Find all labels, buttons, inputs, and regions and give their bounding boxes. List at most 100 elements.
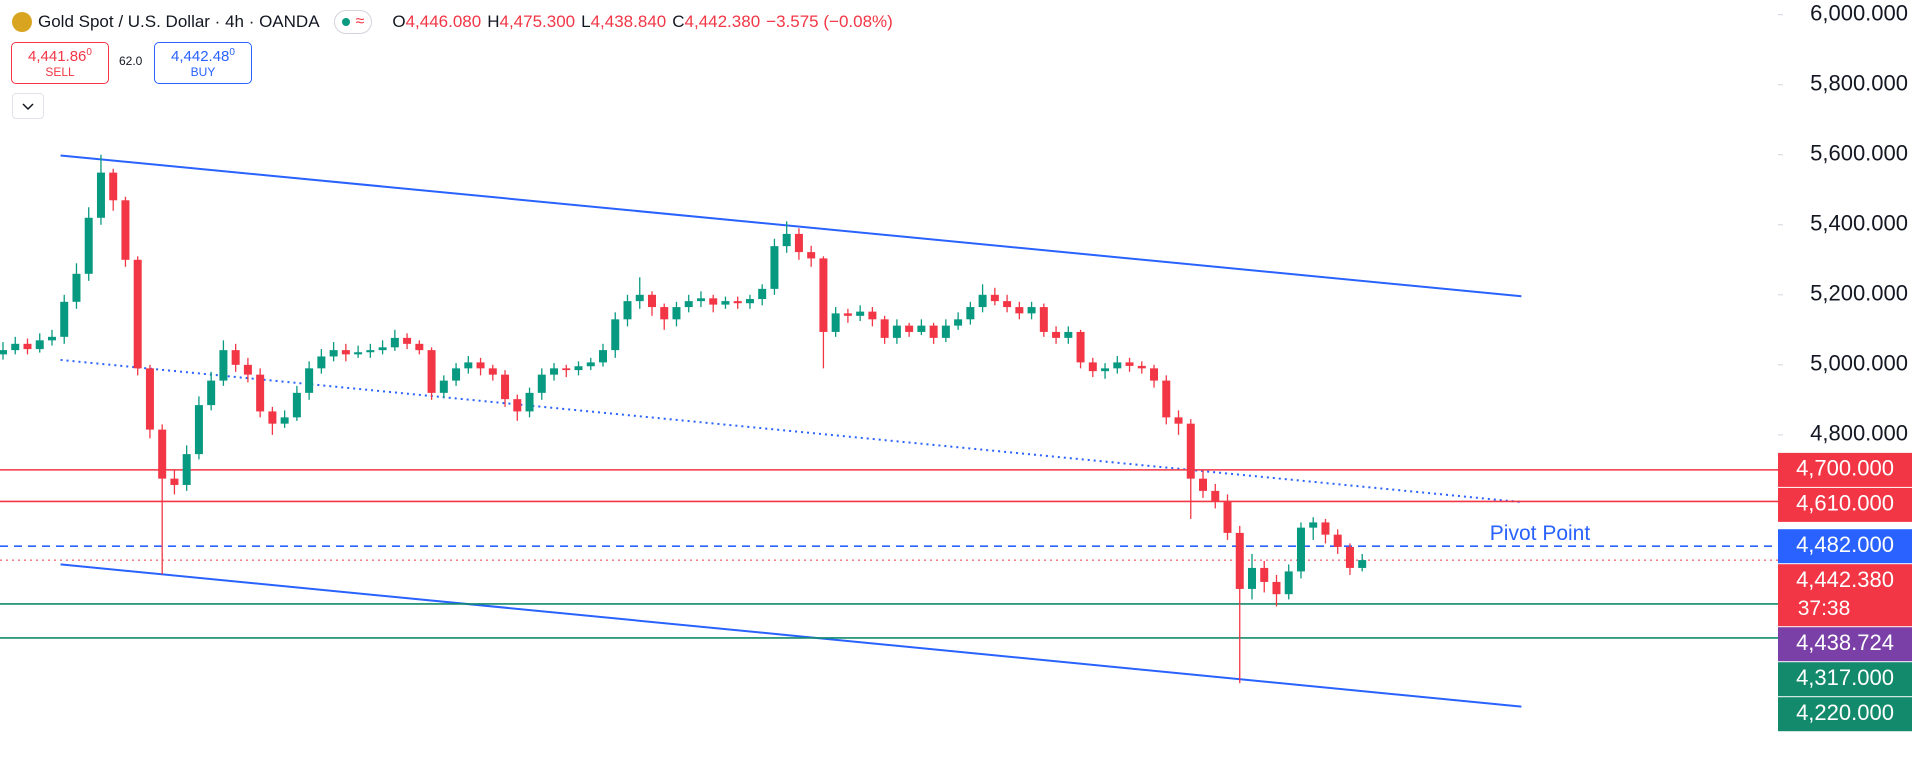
status-pill[interactable]: ≈	[333, 10, 373, 34]
candle-body	[121, 200, 130, 260]
candle-body	[905, 325, 914, 332]
candle-body	[145, 368, 154, 430]
market-open-dot	[341, 18, 350, 26]
candle-body	[317, 356, 326, 369]
candle-body	[280, 417, 289, 424]
ohlc-values: O4,446.080 H4,475.300 L4,438.840 C4,442.380	[386, 12, 760, 32]
candle-body	[194, 405, 203, 455]
candle-body	[660, 307, 669, 320]
candle-body	[770, 246, 779, 289]
candle-body	[133, 259, 142, 369]
trendline	[60, 563, 1522, 708]
candle-body	[403, 337, 412, 344]
candle-body	[1186, 423, 1195, 479]
symbol-title[interactable]: Gold Spot / U.S. Dollar · 4h · OANDA	[38, 12, 320, 31]
candle-body	[758, 288, 767, 300]
candle-body	[1101, 368, 1110, 372]
candle-body	[647, 294, 656, 308]
candle-body	[1272, 581, 1281, 595]
candle-body	[586, 362, 595, 367]
candle-body	[1284, 571, 1293, 595]
candle-body	[966, 307, 975, 320]
candle-body	[84, 217, 93, 274]
candle-body	[696, 298, 705, 302]
candle-body	[611, 319, 620, 351]
ohlc-key: L	[581, 12, 591, 31]
candle-body	[1235, 532, 1244, 589]
y-tick-label: 4,800.000	[1810, 421, 1908, 446]
candle-body	[219, 350, 228, 381]
candle-body	[378, 347, 387, 351]
candle-body	[109, 172, 118, 201]
ohlc-value: 4,438.840	[590, 12, 667, 31]
candle-body	[917, 325, 926, 332]
candle-body	[831, 313, 840, 332]
candle-body	[1137, 365, 1146, 369]
candle-body	[819, 258, 828, 332]
collapse-toggle[interactable]	[12, 93, 44, 119]
candle-body	[537, 374, 546, 393]
candle-body	[1309, 522, 1318, 528]
candle-body	[1260, 567, 1269, 582]
candle-body	[1321, 522, 1330, 535]
candle-body	[1358, 560, 1367, 568]
candle-body	[243, 364, 252, 375]
candle-body	[721, 301, 730, 305]
candle-body	[488, 368, 497, 375]
candle-body	[745, 299, 754, 304]
buy-price-digit: 0	[229, 47, 235, 58]
price-label: 4,438.724	[1796, 630, 1894, 655]
candle-body	[11, 343, 20, 351]
candle-body	[525, 392, 534, 412]
price-label: 4,220.000	[1796, 700, 1894, 725]
candle-body	[1003, 301, 1012, 308]
candle-body	[1088, 362, 1097, 372]
buy-button[interactable]: 4,442.480 BUY	[154, 42, 252, 84]
candle-body	[892, 325, 901, 338]
candle-body	[1064, 331, 1073, 338]
price-label: 4,317.000	[1796, 665, 1894, 690]
price-label-box	[1778, 627, 1912, 662]
candle-body	[843, 313, 852, 316]
candle-body	[341, 350, 350, 355]
candle-body	[1211, 490, 1220, 502]
candle-body	[1015, 307, 1024, 314]
sell-price-digit: 0	[86, 47, 92, 58]
candle-body	[268, 411, 277, 424]
spread: 62.0	[119, 54, 143, 68]
symbol-header: Gold Spot / U.S. Dollar · 4h · OANDA ≈ O…	[12, 10, 893, 34]
candle-body	[256, 374, 265, 412]
candle-body	[990, 294, 999, 302]
price-label-box	[1778, 662, 1912, 697]
ohlc-value: 4,446.080	[405, 12, 482, 31]
price-label-box	[1778, 452, 1912, 487]
candle-body	[574, 366, 583, 371]
ohlc-key: O	[392, 12, 406, 31]
candle-body	[1345, 546, 1354, 568]
candle-body	[1113, 362, 1122, 369]
candle-body	[562, 368, 571, 371]
candle-body	[794, 233, 803, 253]
sell-label: SELL	[45, 65, 75, 79]
candle-body	[292, 392, 301, 418]
candle-body	[1027, 307, 1036, 314]
candle-body	[47, 336, 56, 341]
sell-button[interactable]: 4,441.860 SELL	[11, 42, 109, 84]
plot-area	[0, 154, 1778, 708]
candle-body	[672, 307, 681, 320]
candle-body	[501, 374, 510, 400]
ohlc-value: 4,442.380	[684, 12, 761, 31]
candle-body	[807, 252, 816, 259]
price-label-box	[1778, 564, 1912, 627]
candle-body	[464, 362, 473, 369]
bar-countdown: 37:38	[1798, 597, 1851, 620]
price-label: 4,700.000	[1796, 456, 1894, 481]
candle-body	[329, 350, 338, 357]
candle-body	[427, 350, 436, 393]
ohlc-key: H	[487, 12, 500, 31]
ohlc-key: C	[672, 12, 685, 31]
candle-body	[231, 350, 240, 365]
y-tick-label: 5,600.000	[1810, 141, 1908, 166]
candle-body	[733, 301, 742, 304]
